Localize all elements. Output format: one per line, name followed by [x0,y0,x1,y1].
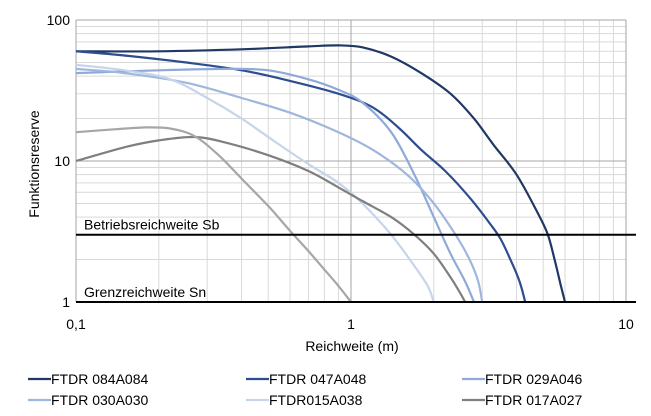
legend-label-4: FTDR015A038 [269,392,363,408]
legend-label-2: FTDR 029A046 [485,371,582,387]
y-tick-label-2: 100 [47,12,71,28]
series-line-4 [75,63,435,303]
y-tick-label-1: 10 [54,153,70,169]
series-line-1 [75,50,527,303]
legend-label-0: FTDR 084A084 [51,371,148,387]
series-line-0 [75,44,567,303]
series-line-3 [75,67,484,303]
series-line-5 [75,135,467,303]
x-tick-label-0: 0,1 [66,316,86,332]
legend-label-3: FTDR 030A030 [51,392,148,408]
legend-label-5: FTDR 017A027 [485,392,582,408]
tick-labels: 0,1 1 10 1 10 100 [47,12,634,332]
y-axis-label: Funktionsreserve [26,110,42,218]
x-tick-label-2: 10 [618,316,634,332]
legend-label-1: FTDR 047A048 [269,371,366,387]
series-line-2 [75,67,476,303]
reference-line-label-1: Grenzreichweite Sn [84,284,206,300]
series-lines [75,44,567,303]
legend: FTDR 084A084 FTDR 047A048 FTDR 029A046 FTDR… [28,371,582,408]
y-tick-label-0: 1 [62,294,70,310]
reference-line-label-0: Betriebsreichweite Sb [84,217,220,233]
x-tick-label-1: 1 [347,316,355,332]
series-line-6 [75,126,352,303]
x-axis-label: Reichweite (m) [305,338,398,354]
reference-lines: Betriebsreichweite Sb Grenzreichweite Sn [76,217,636,303]
